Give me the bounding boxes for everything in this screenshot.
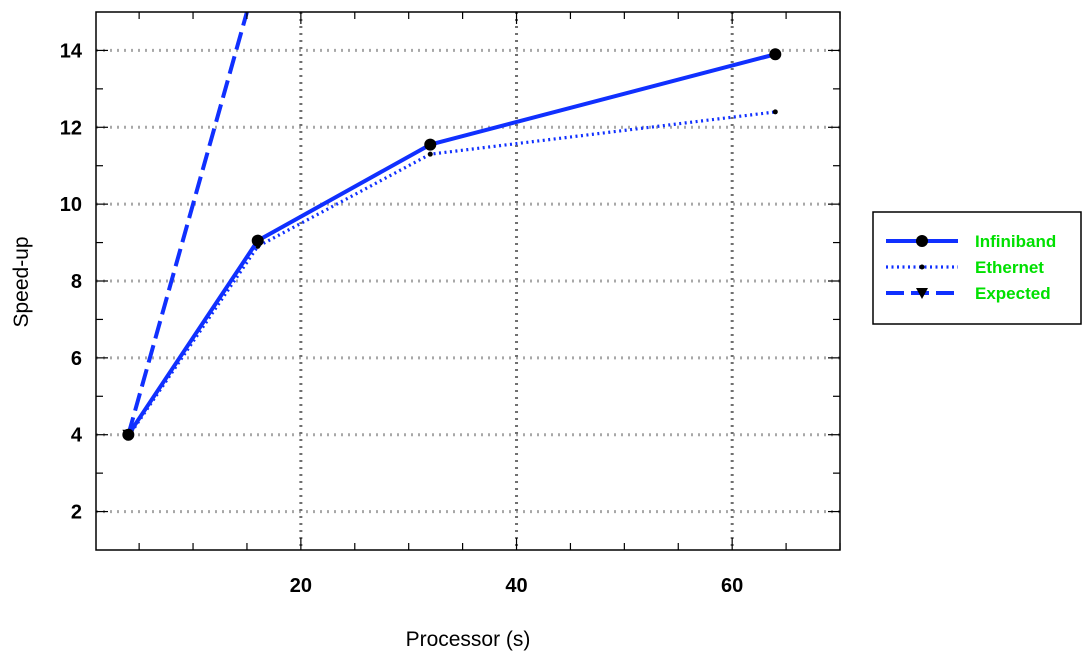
- y-tick-label: 2: [71, 502, 82, 524]
- series-line-ethernet: [127, 110, 776, 438]
- x-tick-label: 20: [290, 575, 312, 597]
- legend-label-expected: Expected: [975, 284, 1051, 303]
- y-tick-label: 8: [71, 271, 82, 293]
- legend-marker-ethernet: [919, 264, 925, 270]
- axis-ticks: [96, 12, 841, 550]
- legend: Infiniband Ethernet Expected: [872, 211, 1082, 325]
- y-tick-label: 14: [60, 40, 83, 62]
- grid: [96, 12, 840, 550]
- data-point-infiniband: [122, 428, 135, 441]
- y-tick-label: 12: [60, 117, 82, 139]
- data-point-infiniband: [251, 234, 264, 247]
- y-tick-label: 6: [71, 348, 82, 370]
- legend-box: [872, 211, 1082, 325]
- data-point-ethernet: [427, 151, 433, 157]
- data-point-infiniband: [769, 48, 782, 61]
- legend-marker-expected: [916, 288, 928, 299]
- x-tick-label: 60: [721, 575, 743, 597]
- tick-labels: 20 40 60 2 4 6 8 10 12 14: [60, 40, 744, 597]
- x-tick-label: 40: [505, 575, 527, 597]
- y-tick-label: 4: [71, 425, 83, 447]
- legend-label-infiniband: Infiniband: [975, 232, 1056, 251]
- y-axis-title: Speed-up: [10, 236, 33, 327]
- x-axis-title: Processor (s): [406, 628, 531, 651]
- data-point-infiniband: [424, 138, 437, 151]
- data-point-ethernet: [772, 109, 778, 115]
- series-layer: [122, 12, 782, 441]
- series-line-infiniband: [126, 52, 776, 436]
- legend-label-ethernet: Ethernet: [975, 258, 1044, 277]
- y-tick-label: 10: [60, 194, 82, 216]
- legend-marker-infiniband: [916, 235, 928, 247]
- series-line-expected: [126, 12, 250, 436]
